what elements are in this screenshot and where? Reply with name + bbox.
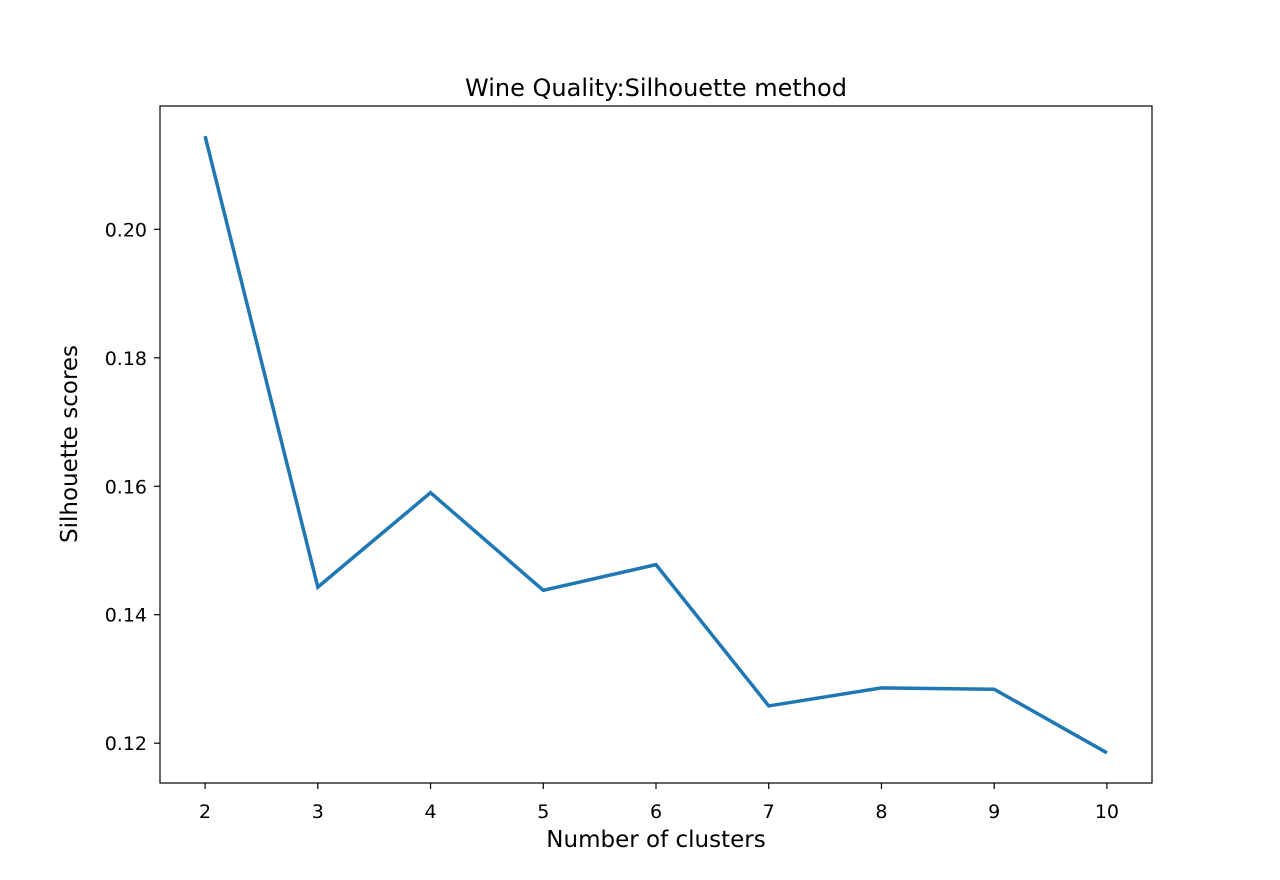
x-tick-label: 9 bbox=[988, 801, 1000, 823]
plot-area bbox=[159, 105, 1153, 784]
x-tick-label: 8 bbox=[875, 801, 887, 823]
x-tick-label: 10 bbox=[1095, 801, 1119, 823]
chart-title: Wine Quality:Silhouette method bbox=[465, 74, 847, 102]
y-tick-label: 0.18 bbox=[105, 348, 147, 370]
y-tick-label: 0.12 bbox=[105, 733, 147, 755]
y-tick-label: 0.20 bbox=[105, 219, 147, 241]
x-axis-title: Number of clusters bbox=[546, 827, 765, 853]
x-tick-label: 4 bbox=[424, 801, 436, 823]
x-axis: 2 3 4 5 6 7 8 9 10 bbox=[199, 783, 1119, 823]
plot-frame bbox=[159, 105, 1153, 784]
y-tick-label: 0.14 bbox=[105, 605, 147, 627]
series-layer bbox=[203, 135, 1108, 755]
x-tick-label: 2 bbox=[199, 801, 211, 823]
series-line bbox=[203, 135, 1108, 755]
x-tick-label: 7 bbox=[763, 801, 775, 823]
y-tick-label: 0.16 bbox=[105, 476, 147, 498]
x-tick-label: 5 bbox=[537, 801, 549, 823]
x-tick-label: 6 bbox=[650, 801, 662, 823]
x-tick-label: 3 bbox=[312, 801, 324, 823]
y-axis: 0.12 0.14 0.16 0.18 0.20 bbox=[105, 219, 160, 755]
y-axis-title: Silhouette scores bbox=[57, 345, 83, 543]
